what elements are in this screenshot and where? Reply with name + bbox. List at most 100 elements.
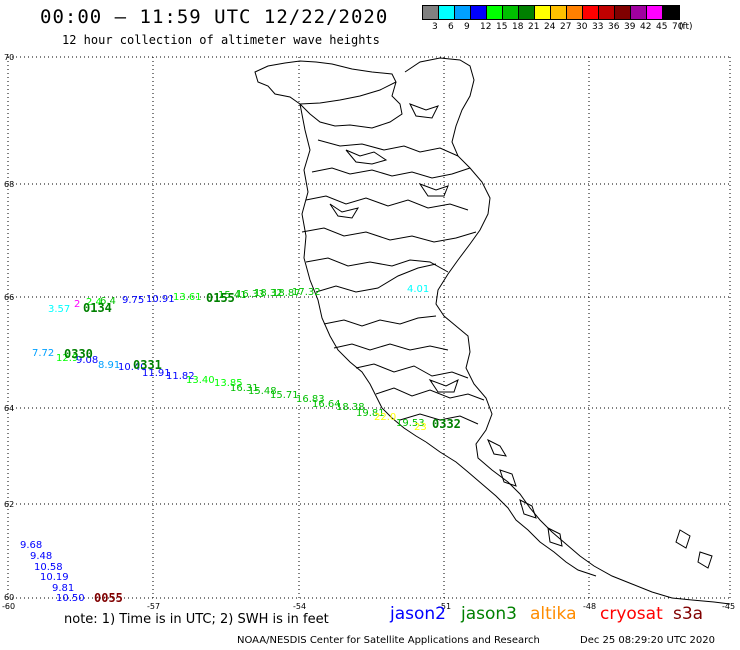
satellite-altika-label: altika xyxy=(530,604,577,624)
pass-time-label: 0155 xyxy=(206,291,235,305)
legend-tick-label: 27 xyxy=(560,22,572,32)
legend-tick-label: 45 xyxy=(656,22,668,32)
legend-swatch xyxy=(583,6,599,19)
swh-value-label: 7.72 xyxy=(32,348,54,359)
lon-label: -48 xyxy=(583,602,596,611)
pass-time-label: 0332 xyxy=(432,417,461,431)
swh-value-label: 16.33 xyxy=(236,289,265,300)
pass-time-label: 0330 xyxy=(64,347,93,361)
swh-value-label: 23 xyxy=(414,422,427,433)
swh-value-label: 16.31 xyxy=(230,383,259,394)
swh-value-label: 8.91 xyxy=(98,360,120,371)
swh-value-label: 16.64 xyxy=(312,399,341,410)
satellite-jason2-label: jason2 xyxy=(390,604,446,624)
legend-tick-label: 21 xyxy=(528,22,540,32)
swh-value-label: 15.48 xyxy=(248,386,277,397)
generation-timestamp: Dec 25 08:29:20 UTC 2020 xyxy=(580,635,715,646)
lat-label: 60 xyxy=(4,593,14,602)
swh-value-label: 2 xyxy=(74,299,80,310)
swh-value-label: 10.91 xyxy=(146,294,175,305)
swh-value-label: 9.68 xyxy=(20,540,42,551)
lon-label: -51 xyxy=(438,602,451,611)
legend-swatch xyxy=(615,6,631,19)
swh-value-label: 15.71 xyxy=(270,390,299,401)
lat-lon-grid xyxy=(7,56,731,599)
legend-swatch xyxy=(647,6,663,19)
legend-tick-label: 3 xyxy=(432,22,438,32)
lon-label: -45 xyxy=(722,602,735,611)
legend-swatch xyxy=(567,6,583,19)
swh-value-label: 18.87 xyxy=(272,288,301,299)
swh-value-label: 2.4 xyxy=(86,297,102,308)
legend-unit: (ft) xyxy=(679,22,693,32)
swh-value-label: 11.91 xyxy=(142,368,171,379)
swh-value-label: 13.61 xyxy=(173,292,202,303)
legend-swatch xyxy=(439,6,455,19)
swh-value-label: 6.4 xyxy=(100,296,116,307)
swh-value-label: 4.01 xyxy=(407,284,429,295)
lat-label: 68 xyxy=(4,180,14,189)
legend-tick-label: 39 xyxy=(624,22,636,32)
legend-tick-label: 15 xyxy=(496,22,508,32)
swh-value-label: 11.82 xyxy=(166,371,195,382)
swh-value-label: 18.32 xyxy=(254,288,283,299)
legend-swatch xyxy=(423,6,439,19)
swh-value-label: 13.40 xyxy=(186,375,215,386)
legend-swatch xyxy=(599,6,615,19)
legend-swatch xyxy=(503,6,519,19)
map-subtitle: 12 hour collection of altimeter wave hei… xyxy=(62,33,380,47)
legend-swatch xyxy=(663,6,679,19)
swh-value-label: 9.48 xyxy=(30,551,52,562)
legend-tick-label: 36 xyxy=(608,22,620,32)
legend-tick-label: 70 xyxy=(672,22,684,32)
legend-color-bar xyxy=(422,5,680,20)
lon-label: -60 xyxy=(2,602,15,611)
legend-tick-label: 9 xyxy=(464,22,470,32)
wave-height-legend: 3 6 9 12 15 18 21 24 27 30 33 36 39 42 45 70 (ft) xyxy=(422,5,693,32)
legend-labels: 3 6 9 12 15 18 21 24 27 30 33 36 39 42 45 70 (ft) xyxy=(422,20,693,32)
swh-value-label: 19.53 xyxy=(396,418,425,429)
map-title: 00:00 — 11:59 UTC 12/22/2020 xyxy=(40,6,389,28)
footer-note: note: 1) Time is in UTC; 2) SWH is in fe… xyxy=(64,612,329,627)
swh-value-label: 12.9 xyxy=(56,353,78,364)
pass-time-label: 0331 xyxy=(133,358,162,372)
satellite-cryosat-label: cryosat xyxy=(600,604,663,624)
greenland-coastline xyxy=(254,57,731,605)
swh-value-label: 10.40 xyxy=(118,362,147,373)
lon-label: -57 xyxy=(147,602,160,611)
swh-value-label: 22.0 xyxy=(374,412,396,423)
swh-value-label: 15.41 xyxy=(218,290,247,301)
pass-time-label: 0055 xyxy=(94,591,123,605)
legend-swatch xyxy=(551,6,567,19)
lat-label: 64 xyxy=(4,404,14,413)
swh-value-label: 10.19 xyxy=(40,572,69,583)
swh-value-label: 3.57 xyxy=(48,304,70,315)
swh-value-label: 9.75 xyxy=(122,295,144,306)
lat-label: 66 xyxy=(4,293,14,302)
legend-swatch xyxy=(471,6,487,19)
legend-swatch xyxy=(519,6,535,19)
swh-value-label: 9.81 xyxy=(52,583,74,594)
legend-swatch xyxy=(535,6,551,19)
swh-value-label: 9.08 xyxy=(76,355,98,366)
legend-tick-label: 12 xyxy=(480,22,492,32)
lon-label: -54 xyxy=(293,602,306,611)
swh-value-label: 17.32 xyxy=(292,287,321,298)
legend-tick-label: 6 xyxy=(448,22,454,32)
legend-swatch xyxy=(631,6,647,19)
legend-tick-label: 30 xyxy=(576,22,588,32)
legend-swatch xyxy=(455,6,471,19)
legend-tick-label: 24 xyxy=(544,22,556,32)
legend-swatch xyxy=(487,6,503,19)
lat-label: 70 xyxy=(4,53,14,62)
pass-time-label: 0134 xyxy=(83,301,112,315)
legend-tick-label: 42 xyxy=(640,22,652,32)
swh-value-label: 13.85 xyxy=(214,378,243,389)
swh-value-label: 18.38 xyxy=(336,402,365,413)
swh-value-label: 19.81 xyxy=(356,408,385,419)
legend-tick-label: 18 xyxy=(512,22,524,32)
swh-value-label: 10.58 xyxy=(34,562,63,573)
legend-tick-label: 33 xyxy=(592,22,604,32)
